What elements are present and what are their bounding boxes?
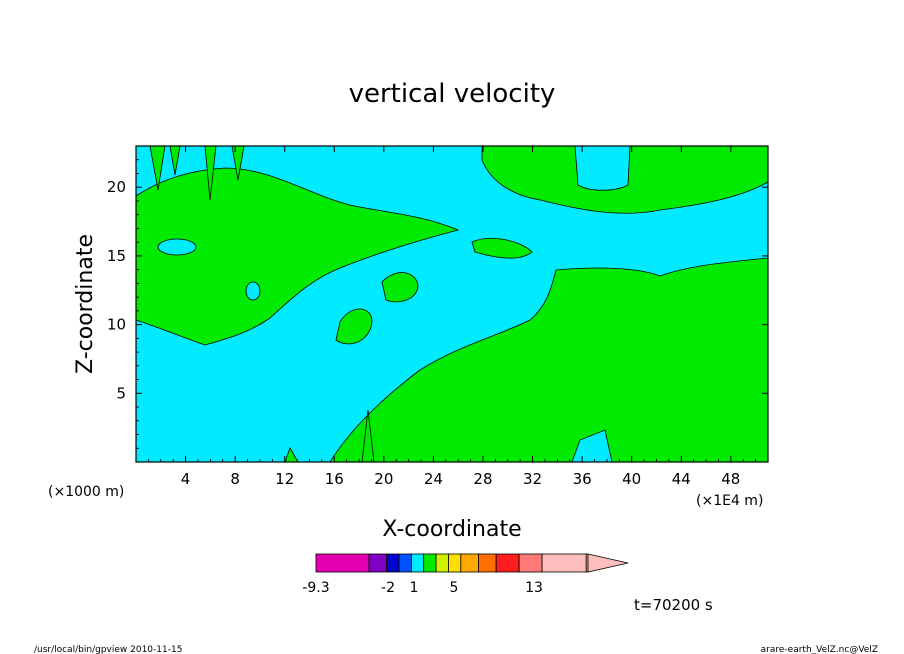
colorbar-swatch [460, 553, 479, 573]
x-tick-label: 24 [424, 470, 443, 488]
colorbar-swatch [315, 553, 370, 573]
x-scale-label: (×1E4 m) [696, 493, 763, 509]
colorbar: -9.3 -2 1 5 13 [302, 553, 629, 596]
colorbar-swatch [423, 553, 437, 573]
y-tick-label: 20 [107, 178, 126, 196]
plot-frame [135, 145, 769, 463]
x-tick-label: 44 [672, 470, 691, 488]
colorbar-swatch [435, 553, 449, 573]
colorbar-arrow [587, 553, 629, 573]
colorbar-swatch [495, 553, 520, 573]
field-positive-regions [135, 145, 769, 463]
x-tick-label: 20 [374, 470, 393, 488]
y-scale-label: (×1000 m) [48, 484, 124, 500]
positive-region-top-spikes-left [149, 145, 245, 201]
y-tick-label: 5 [116, 384, 126, 402]
x-axis-label: X-coordinate [382, 517, 521, 542]
negative-core-top-right [574, 145, 631, 191]
colorbar-swatch [541, 553, 587, 573]
positive-region-lower-center [329, 257, 769, 463]
x-tick-label: 40 [622, 470, 641, 488]
x-axis: 4 8 12 16 20 24 28 32 36 40 44 48 [147, 146, 757, 488]
colorbar-tick-label: 13 [525, 580, 543, 596]
footer-right: arare-earth_VelZ.nc@VelZ [761, 645, 878, 654]
colorbar-tick-label: 5 [450, 580, 459, 596]
negative-cores [157, 145, 631, 463]
colorbar-swatch [518, 553, 543, 573]
x-tick-label: 28 [473, 470, 492, 488]
positive-blob-3 [471, 237, 533, 259]
colorbar-tick-label: -9.3 [302, 580, 329, 596]
y-tick-label: 10 [107, 316, 126, 334]
y-axis: 5 10 15 20 [107, 159, 768, 449]
colorbar-tick-label: -2 [381, 580, 395, 596]
colorbar-tick-label: 1 [410, 580, 419, 596]
time-label: t=70200 s [634, 596, 713, 614]
plot-area [135, 145, 769, 463]
colorbar-swatch [478, 553, 497, 573]
colorbar-swatch [386, 553, 400, 573]
negative-core-left [157, 238, 197, 256]
y-axis-label: Z-coordinate [73, 234, 98, 374]
colorbar-swatch [368, 553, 388, 573]
x-tick-label: 32 [523, 470, 542, 488]
x-tick-label: 4 [181, 470, 191, 488]
colorbar-swatch [448, 553, 462, 573]
positive-blob-1 [335, 308, 373, 345]
colorbar-swatch [398, 553, 412, 573]
footer-left: /usr/local/bin/gpview 2010-11-15 [34, 645, 182, 654]
x-tick-label: 36 [573, 470, 592, 488]
x-tick-label: 12 [275, 470, 294, 488]
x-tick-label: 16 [325, 470, 344, 488]
colorbar-swatch [410, 553, 425, 573]
positive-blob-2 [381, 272, 419, 303]
y-tick-label: 15 [107, 247, 126, 265]
chart-title: vertical velocity [349, 79, 556, 109]
x-tick-label: 8 [230, 470, 240, 488]
negative-core-small [245, 281, 261, 301]
positive-region-upper-left [135, 167, 460, 346]
x-tick-label: 48 [721, 470, 740, 488]
